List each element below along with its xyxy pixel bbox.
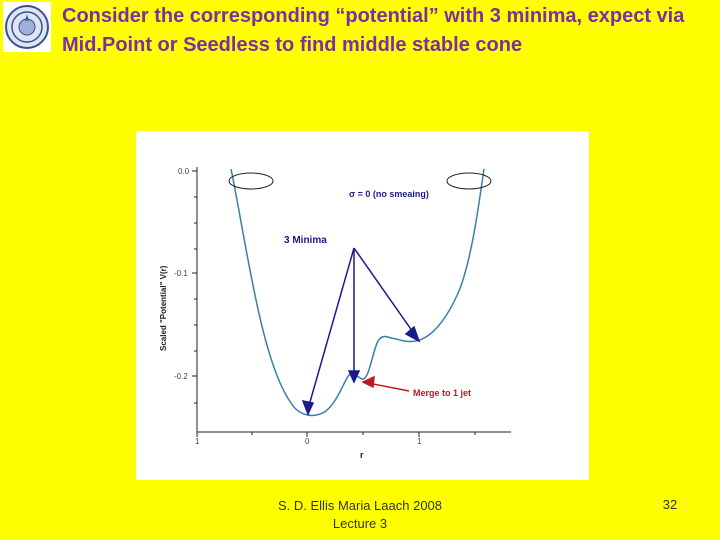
page-number: 32 <box>662 497 678 512</box>
y-tick-label-0: 0.0 <box>178 167 190 176</box>
left-cone-ellipse <box>228 172 274 190</box>
footer-line-2: Lecture 3 <box>332 516 388 531</box>
potential-figure: 0.0 -0.1 -0.2 1 0 1 r Scaled "Potential"… <box>136 131 589 480</box>
footer-credit: S. D. Ellis Maria Laach 2008 Lecture 3 <box>270 497 450 533</box>
x-tick-label-1: 0 <box>305 437 310 446</box>
merge-label: Merge to 1 jet <box>413 388 471 398</box>
right-cone-ellipse <box>446 172 492 190</box>
y-ticks <box>192 170 197 404</box>
legend-label: σ = 0 (no smeaing) <box>349 189 429 199</box>
x-axis-label: r <box>360 450 364 460</box>
minima-arrows <box>301 247 421 416</box>
x-tick-label-2: 1 <box>417 437 422 446</box>
minima-label: 3 Minima <box>284 235 327 246</box>
potential-chart: 0.0 -0.1 -0.2 1 0 1 r Scaled "Potential"… <box>159 167 511 460</box>
merge-arrow <box>361 375 410 392</box>
x-tick-label-0: 1 <box>195 437 200 446</box>
y-tick-label-1: -0.1 <box>174 269 188 278</box>
university-seal-icon <box>3 2 51 52</box>
footer-line-1: S. D. Ellis Maria Laach 2008 <box>277 498 443 513</box>
slide-title: Consider the corresponding “potential” w… <box>62 5 685 56</box>
y-axis-label: Scaled "Potential" V(r) <box>159 265 168 351</box>
y-tick-label-2: -0.2 <box>174 372 188 381</box>
x-ticks <box>196 432 476 437</box>
potential-curve <box>230 168 485 417</box>
